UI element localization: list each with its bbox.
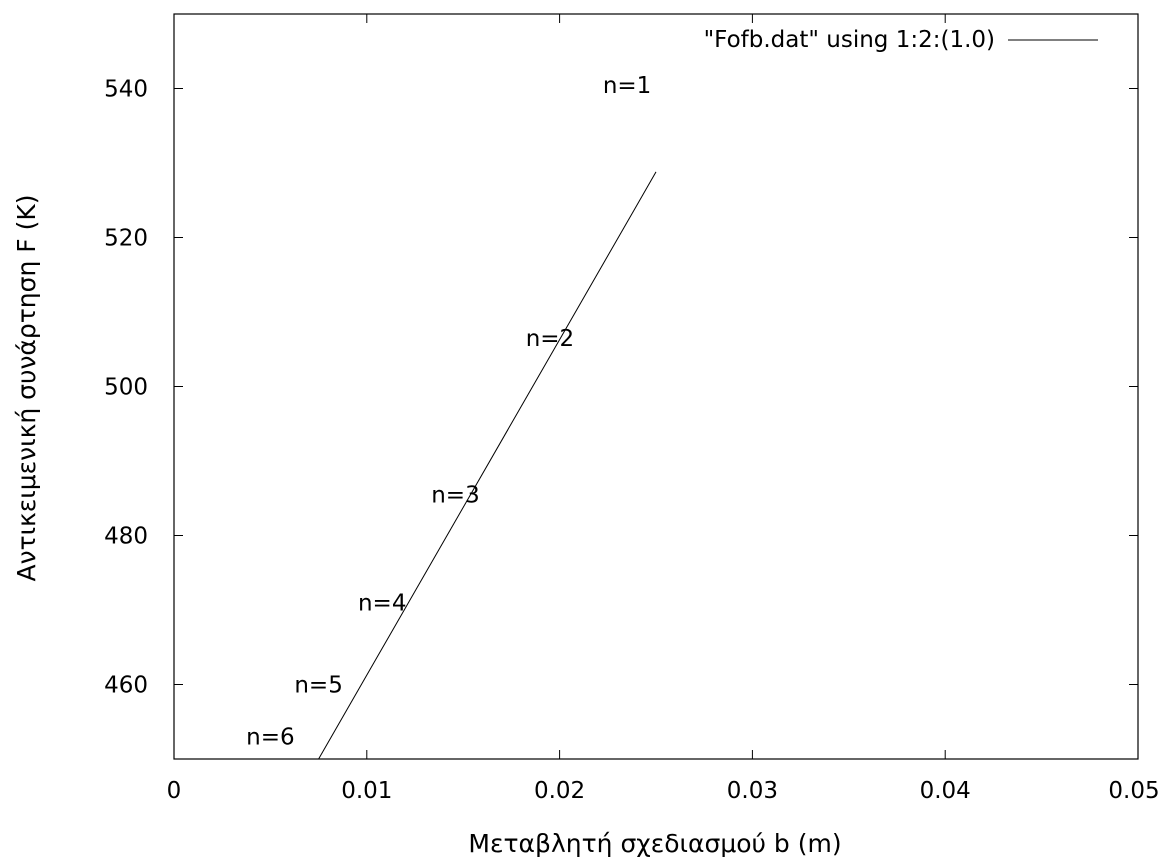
plot-frame-group (173, 13, 1139, 760)
x-tick-label: 0.02 (534, 778, 585, 804)
y-tick-label: 460 (104, 673, 148, 699)
point-annotation: n=4 (358, 591, 406, 617)
y-axis-tick-labels: 460 480 500 520 540 (104, 77, 148, 699)
y-axis-label: Αντικειμενική συνάρτηση F (K) (12, 194, 41, 581)
point-annotation: n=6 (246, 725, 294, 751)
y-axis-ticks (174, 88, 1138, 685)
point-annotation: n=3 (431, 483, 479, 509)
x-tick-label: 0 (167, 778, 182, 804)
legend: "Fofb.dat" using 1:2:(1.0) (704, 27, 1098, 53)
point-annotation: n=1 (603, 73, 651, 99)
x-axis-ticks (366, 14, 946, 759)
y-tick-label: 520 (104, 226, 148, 252)
y-tick-label: 540 (104, 77, 148, 103)
x-tick-label: 0.03 (727, 778, 778, 804)
y-tick-label: 480 (104, 524, 148, 550)
annotations: n=1 n=2 n=3 n=4 n=5n=6 (246, 73, 651, 751)
x-tick-label: 0.01 (341, 778, 392, 804)
point-annotation: n=2 (526, 326, 574, 352)
point-annotation: n=5 (294, 673, 342, 699)
series-group (318, 171, 657, 760)
x-axis-label: Μεταβλητή σχεδιασμού b (m) (468, 829, 841, 858)
legend-entry-label: "Fofb.dat" using 1:2:(1.0) (704, 27, 995, 53)
series-line (318, 171, 657, 760)
plot-frame (173, 13, 1139, 760)
y-tick-label: 500 (104, 375, 148, 401)
x-tick-label: 0.04 (920, 778, 971, 804)
x-tick-label: 0.05 (1108, 778, 1159, 804)
x-axis-tick-labels: 0 0.01 0.02 0.03 0.04 0.05 (167, 778, 1160, 804)
